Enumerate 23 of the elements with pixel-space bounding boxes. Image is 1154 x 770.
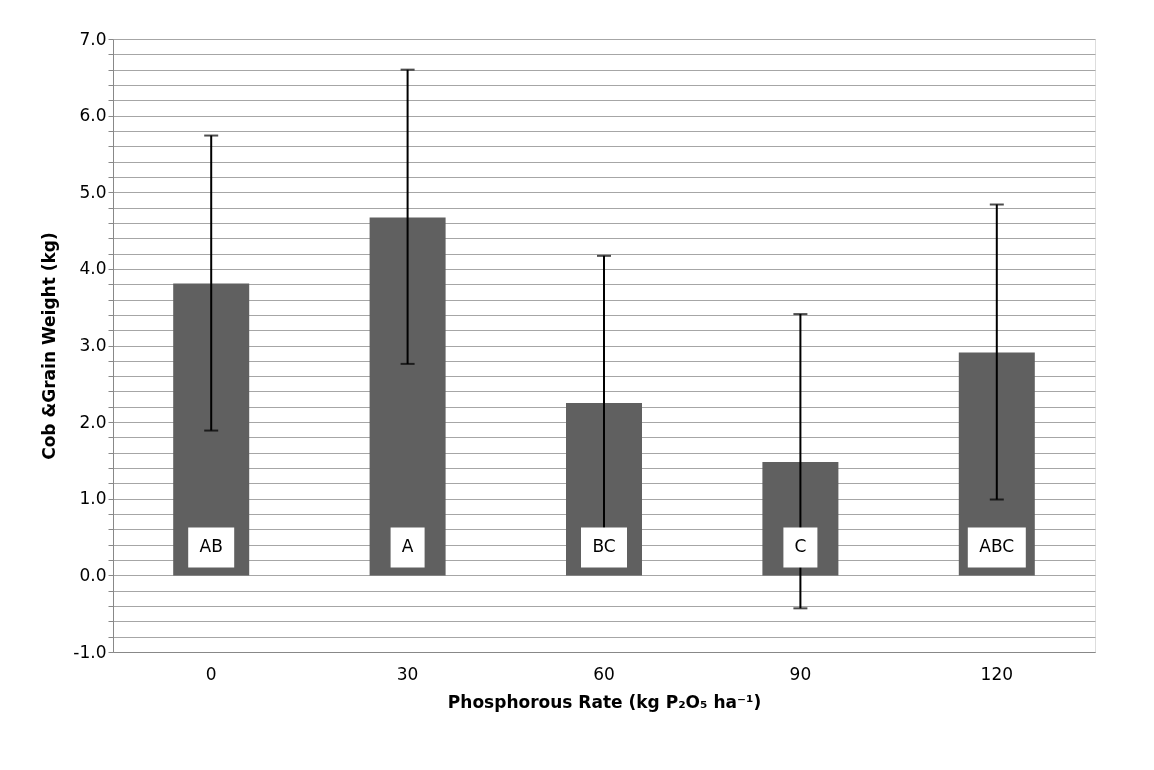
- annotation: BC: [592, 536, 616, 557]
- y-tick-label: 7.0: [79, 28, 107, 49]
- x-tick-label: 120: [980, 663, 1014, 684]
- y-tick-label: 6.0: [79, 105, 107, 126]
- bar: [173, 283, 250, 576]
- annotation: ABC: [979, 536, 1015, 557]
- annotation: AB: [199, 536, 223, 557]
- y-tick-label: 2.0: [79, 411, 107, 432]
- y-tick-label: 1.0: [79, 488, 107, 509]
- annotation: A: [401, 536, 414, 557]
- y-tick-label: 3.0: [79, 335, 107, 355]
- x-tick-label: 60: [593, 663, 615, 684]
- y-tick-label: 0.0: [79, 564, 107, 585]
- x-tick-label: 0: [205, 663, 217, 684]
- x-axis-title: Phosphorous Rate (kg P₂O₅ ha⁻¹): [447, 691, 762, 712]
- y-axis-title: Cob &Grain Weight (kg): [39, 232, 60, 460]
- x-tick-label: 90: [789, 663, 812, 684]
- y-tick-label: 4.0: [79, 258, 107, 279]
- x-tick-label: 30: [396, 663, 419, 684]
- y-tick-label: -1.0: [73, 641, 107, 662]
- y-tick-label: 5.0: [79, 181, 107, 202]
- bar: [369, 217, 446, 576]
- annotation: C: [794, 536, 807, 557]
